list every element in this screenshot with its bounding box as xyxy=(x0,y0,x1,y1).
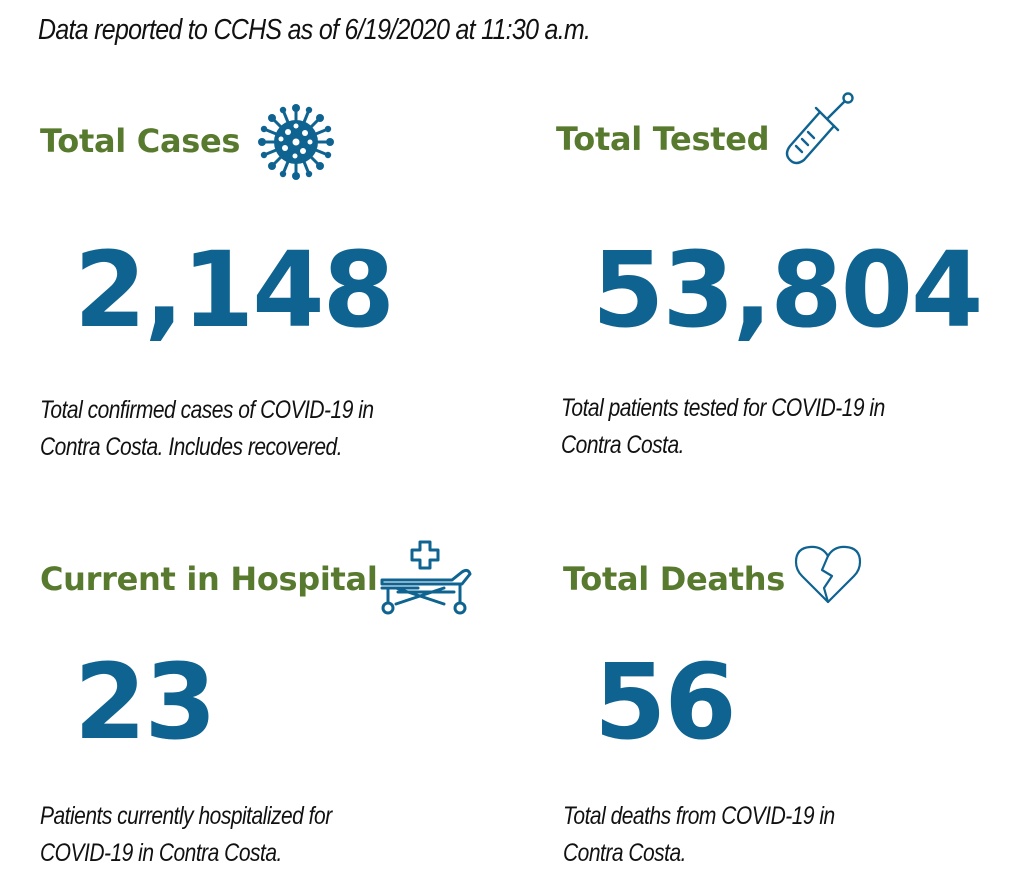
current-in-hospital-value: 23 xyxy=(74,641,217,763)
current-in-hospital-title: Current in Hospital xyxy=(40,560,378,598)
current-in-hospital-desc-line1: Patients currently hospitalized for xyxy=(40,802,332,830)
total-tested-title: Total Tested xyxy=(556,120,770,158)
total-tested-value: 53,804 xyxy=(592,229,983,351)
data-report-note: Data reported to CCHS as of 6/19/2020 at… xyxy=(38,14,591,46)
hospital-bed-icon xyxy=(378,538,474,623)
test-tube-icon xyxy=(778,88,858,173)
total-deaths-desc-line2: Contra Costa. xyxy=(563,839,687,867)
total-cases-desc-line1: Total confirmed cases of COVID-19 in xyxy=(40,396,374,424)
total-cases-desc-line2: Contra Costa. Includes recovered. xyxy=(40,433,343,461)
total-deaths-title: Total Deaths xyxy=(563,560,785,598)
virus-icon xyxy=(258,104,334,185)
total-deaths-value: 56 xyxy=(594,641,737,763)
total-deaths-description: Total deaths from COVID-19 in Contra Cos… xyxy=(563,798,983,872)
total-tested-description: Total patients tested for COVID-19 in Co… xyxy=(561,390,981,464)
current-in-hospital-desc-line2: COVID-19 in Contra Costa. xyxy=(40,839,282,867)
total-tested-desc-line2: Contra Costa. xyxy=(561,431,685,459)
total-cases-description: Total confirmed cases of COVID-19 in Con… xyxy=(40,392,460,466)
broken-heart-icon xyxy=(794,544,862,611)
total-tested-desc-line1: Total patients tested for COVID-19 in xyxy=(561,394,885,422)
current-in-hospital-description: Patients currently hospitalized for COVI… xyxy=(40,798,460,872)
total-cases-title: Total Cases xyxy=(40,122,241,160)
total-deaths-desc-line1: Total deaths from COVID-19 in xyxy=(563,802,835,830)
total-cases-value: 2,148 xyxy=(74,229,395,351)
